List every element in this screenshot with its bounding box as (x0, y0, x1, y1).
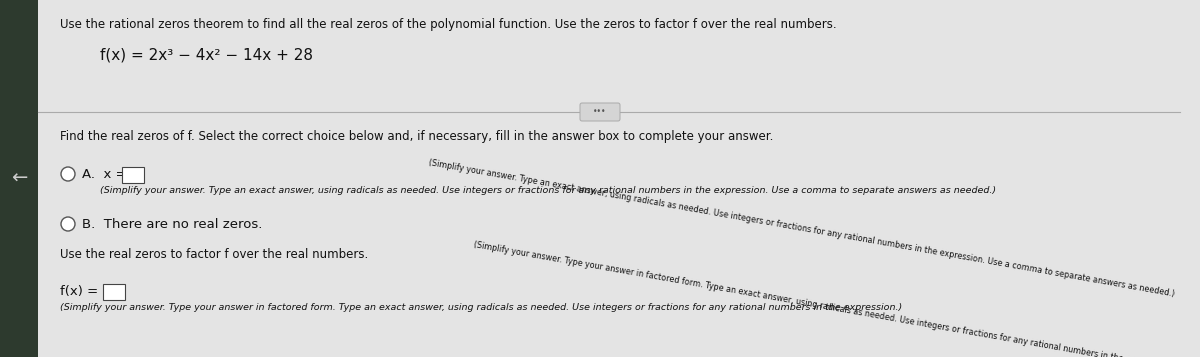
Text: f(x) = 2x³ − 4x² − 14x + 28: f(x) = 2x³ − 4x² − 14x + 28 (100, 48, 313, 63)
Text: (Simplify your answer. Type your answer in factored form. Type an exact answer, : (Simplify your answer. Type your answer … (60, 303, 902, 312)
FancyBboxPatch shape (580, 103, 620, 121)
Text: ←: ← (11, 169, 28, 187)
Text: B.  There are no real zeros.: B. There are no real zeros. (82, 218, 263, 231)
Text: f(x) =: f(x) = (60, 285, 98, 298)
Text: (Simplify your answer. Type an exact answer, using radicals as needed. Use integ: (Simplify your answer. Type an exact ans… (100, 186, 996, 195)
Text: Use the real zeros to factor f over the real numbers.: Use the real zeros to factor f over the … (60, 248, 368, 261)
FancyBboxPatch shape (38, 0, 1200, 357)
Circle shape (61, 217, 74, 231)
FancyBboxPatch shape (0, 0, 38, 357)
Text: (Simplify your answer. Type your answer in factored form. Type an exact answer, : (Simplify your answer. Type your answer … (473, 240, 1175, 357)
Text: (Simplify your answer. Type an exact answer, using radicals as needed. Use integ: (Simplify your answer. Type an exact ans… (427, 158, 1175, 298)
Text: Find the real zeros of f. Select the correct choice below and, if necessary, fil: Find the real zeros of f. Select the cor… (60, 130, 773, 143)
Text: A.  x =: A. x = (82, 168, 127, 181)
FancyBboxPatch shape (103, 284, 125, 300)
Text: Use the rational zeros theorem to find all the real zeros of the polynomial func: Use the rational zeros theorem to find a… (60, 18, 836, 31)
FancyBboxPatch shape (122, 167, 144, 183)
Circle shape (61, 167, 74, 181)
Text: •••: ••• (593, 107, 607, 116)
